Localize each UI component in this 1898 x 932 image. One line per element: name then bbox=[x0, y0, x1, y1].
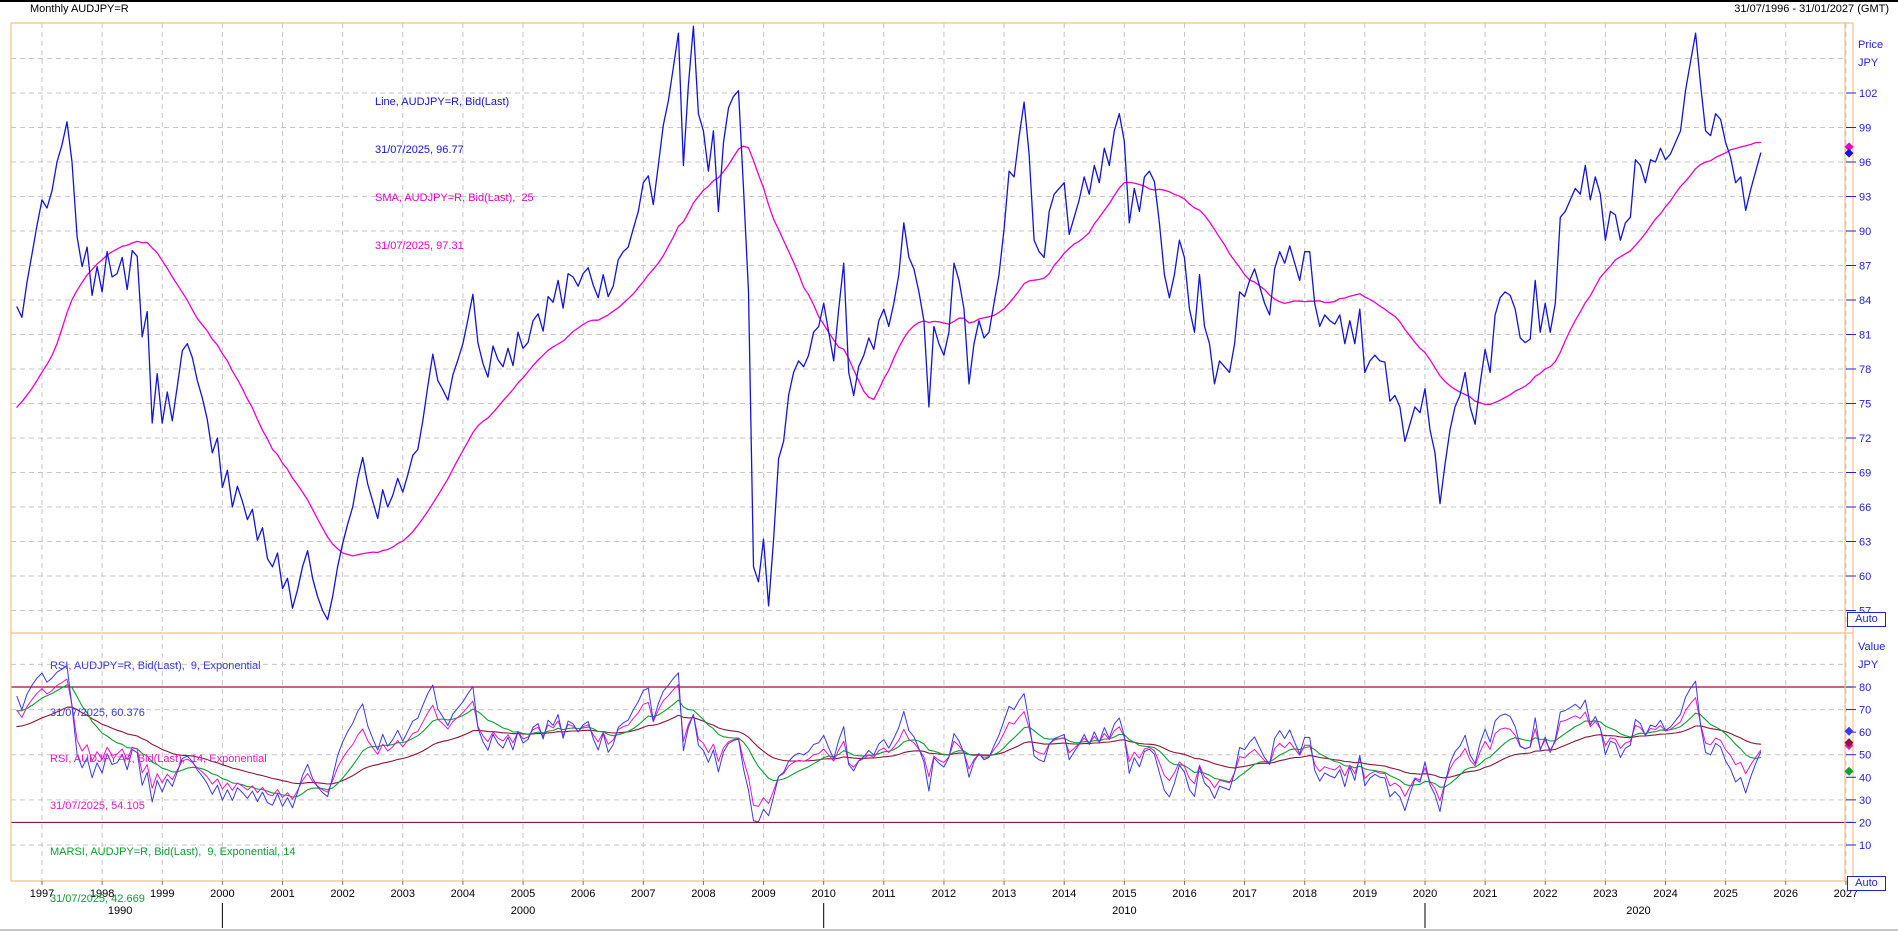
price-tick-label: 90 bbox=[1859, 226, 1871, 238]
year-label: 2002 bbox=[330, 888, 354, 900]
legend-rsi14-label: RSI, AUDJPY=R, Bid(Last), 14, Exponentia… bbox=[50, 753, 267, 765]
year-label: 2025 bbox=[1713, 888, 1737, 900]
last-value-marker bbox=[1844, 148, 1854, 158]
year-label: 1998 bbox=[90, 888, 114, 900]
price-line bbox=[16, 25, 1762, 621]
year-label: 2027 bbox=[1834, 888, 1858, 900]
last-value-marker bbox=[1844, 726, 1854, 736]
legend-rsi9-label: RSI, AUDJPY=R, Bid(Last), 9, Exponential bbox=[50, 660, 261, 672]
value-tick-label: 70 bbox=[1859, 705, 1871, 717]
price-tick-label: 81 bbox=[1859, 330, 1871, 342]
price-tick-label: 99 bbox=[1859, 123, 1871, 135]
last-value-marker bbox=[1844, 766, 1854, 776]
year-label: 2001 bbox=[270, 888, 294, 900]
last-value-marker bbox=[1844, 738, 1854, 748]
price-tick-label: 63 bbox=[1859, 537, 1871, 549]
price-axis-unit: JPY bbox=[1858, 57, 1879, 69]
chart-date-range: 31/07/1996 - 31/01/2027 (GMT) bbox=[1734, 3, 1889, 15]
value-tick-label: 30 bbox=[1859, 795, 1871, 807]
price-tick-label: 69 bbox=[1859, 468, 1871, 480]
value-axis-auto-button[interactable]: Auto bbox=[1847, 876, 1886, 891]
year-label: 2011 bbox=[872, 888, 896, 900]
decade-label: 1990 bbox=[108, 905, 132, 917]
year-label: 2016 bbox=[1172, 888, 1196, 900]
value-tick-label: 10 bbox=[1859, 840, 1871, 852]
year-label: 2005 bbox=[511, 888, 535, 900]
decade-label: 2020 bbox=[1626, 905, 1650, 917]
chart-header: Monthly AUDJPY=R 31/07/1996 - 31/01/2027… bbox=[0, 2, 1898, 17]
year-label: 2000 bbox=[210, 888, 234, 900]
year-label: 2015 bbox=[1112, 888, 1136, 900]
year-label: 2006 bbox=[571, 888, 595, 900]
price-tick-label: 102 bbox=[1859, 88, 1877, 100]
rsi-9-line bbox=[16, 665, 1762, 823]
legend-marsi9-value: 31/07/2025, 42.669 bbox=[50, 892, 145, 905]
year-label: 2004 bbox=[451, 888, 475, 900]
value-axis-title: Value bbox=[1858, 641, 1885, 653]
price-tick-label: 72 bbox=[1859, 433, 1871, 445]
year-label: 2022 bbox=[1533, 888, 1557, 900]
decade-label: 2000 bbox=[511, 905, 535, 917]
price-tick-label: 87 bbox=[1859, 261, 1871, 273]
marsi-14-25-line bbox=[16, 706, 1762, 785]
price-tick-label: 93 bbox=[1859, 192, 1871, 204]
year-label: 2012 bbox=[932, 888, 956, 900]
year-label: 2009 bbox=[751, 888, 775, 900]
value-tick-label: 40 bbox=[1859, 772, 1871, 784]
panel-frame bbox=[10, 22, 1854, 882]
price-tick-label: 66 bbox=[1859, 502, 1871, 514]
year-label: 2021 bbox=[1473, 888, 1497, 900]
legend-sma-value: 31/07/2025, 97.31 bbox=[375, 240, 464, 252]
legend-line-series-label: Line, AUDJPY=R, Bid(Last) bbox=[375, 96, 510, 108]
sma-line bbox=[16, 141, 1762, 557]
price-axis-auto-button[interactable]: Auto bbox=[1847, 612, 1886, 627]
chart-title: Monthly AUDJPY=R bbox=[30, 3, 129, 15]
price-axis-title: Price bbox=[1858, 39, 1883, 51]
marsi-9-14-line bbox=[16, 684, 1762, 798]
value-axis-unit: JPY bbox=[1858, 659, 1879, 671]
legend-marsi9-label: MARSI, AUDJPY=R, Bid(Last), 9, Exponenti… bbox=[50, 846, 296, 858]
legend-rsi14-value: 31/07/2025, 54.105 bbox=[50, 799, 145, 812]
year-label: 2017 bbox=[1232, 888, 1256, 900]
year-label: 1999 bbox=[150, 888, 174, 900]
legend-sma-label: SMA, AUDJPY=R, Bid(Last), 25 bbox=[375, 192, 534, 204]
rsi-14-line bbox=[16, 678, 1762, 807]
legend-line-series-value: 31/07/2025, 96.77 bbox=[375, 144, 464, 156]
last-value-marker bbox=[1844, 142, 1854, 152]
year-label: 2013 bbox=[992, 888, 1016, 900]
year-label: 2020 bbox=[1413, 888, 1437, 900]
rsi-panel-legend: RSI, AUDJPY=R, Bid(Last), 9, Exponential… bbox=[50, 628, 302, 932]
year-label: 2014 bbox=[1052, 888, 1076, 900]
price-tick-label: 75 bbox=[1859, 399, 1871, 411]
year-label: 2008 bbox=[691, 888, 715, 900]
value-tick-label: 20 bbox=[1859, 817, 1871, 829]
window-bottom-edge bbox=[0, 929, 1898, 931]
price-tick-label: 60 bbox=[1859, 571, 1871, 583]
year-label: 2019 bbox=[1353, 888, 1377, 900]
price-tick-label: 78 bbox=[1859, 364, 1871, 376]
year-label: 2010 bbox=[811, 888, 835, 900]
year-label: 1997 bbox=[30, 888, 54, 900]
year-label: 2007 bbox=[631, 888, 655, 900]
year-label: 2018 bbox=[1292, 888, 1316, 900]
price-axis bbox=[1846, 92, 1856, 846]
price-tick-label: 96 bbox=[1859, 157, 1871, 169]
value-tick-label: 60 bbox=[1859, 727, 1871, 739]
year-label: 2026 bbox=[1774, 888, 1798, 900]
year-label: 2023 bbox=[1593, 888, 1617, 900]
decade-label: 2010 bbox=[1112, 905, 1136, 917]
year-label: 2024 bbox=[1653, 888, 1677, 900]
time-axis bbox=[41, 881, 1847, 928]
value-tick-label: 50 bbox=[1859, 750, 1871, 762]
price-panel-legend: Line, AUDJPY=R, Bid(Last) 31/07/2025, 96… bbox=[375, 62, 534, 286]
legend-rsi9-value: 31/07/2025, 60.376 bbox=[50, 706, 145, 719]
window-top-edge bbox=[0, 0, 1898, 2]
price-tick-label: 84 bbox=[1859, 295, 1871, 307]
year-label: 2003 bbox=[391, 888, 415, 900]
value-tick-label: 80 bbox=[1859, 682, 1871, 694]
